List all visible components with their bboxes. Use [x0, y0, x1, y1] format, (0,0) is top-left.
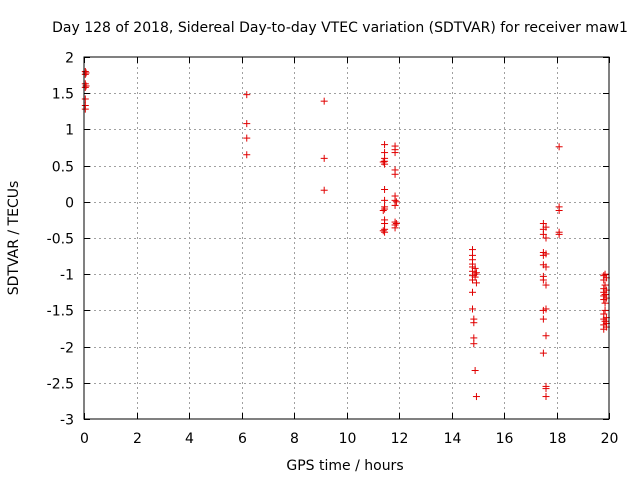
- data-point: [471, 366, 479, 374]
- data-point: [601, 281, 609, 289]
- y-tick-labels: 2 1.5 1 0.5 0 -0.5 -1 -1.5 -2 -2.5 -3: [47, 51, 74, 429]
- plot-frame: [83, 56, 610, 420]
- data-point: [379, 206, 387, 214]
- data-point: [243, 120, 251, 128]
- x-tick-label: 18: [549, 431, 567, 447]
- x-axis-label: GPS time / hours: [286, 458, 403, 474]
- data-point: [542, 385, 550, 393]
- data-point: [379, 158, 387, 166]
- y-tick-label: -2.5: [47, 377, 74, 393]
- data-point: [392, 220, 400, 228]
- data-point: [539, 315, 547, 323]
- data-point: [381, 185, 389, 193]
- data-point: [601, 306, 609, 314]
- data-point: [555, 143, 563, 151]
- data-point: [391, 201, 399, 209]
- x-tick-label: 0: [80, 431, 89, 447]
- y-tick-label: 2: [65, 51, 74, 67]
- x-tick-label: 8: [290, 431, 299, 447]
- x-tick-label: 14: [444, 431, 462, 447]
- data-point: [469, 288, 476, 296]
- data-point: [381, 141, 389, 149]
- data-point: [81, 70, 89, 78]
- y-tick-label: 1: [65, 123, 74, 139]
- data-point: [81, 95, 89, 103]
- data-point: [391, 149, 399, 157]
- data-point: [601, 299, 609, 307]
- x-tick-label: 4: [185, 431, 194, 447]
- data-point: [470, 319, 478, 327]
- data-point: [471, 273, 479, 281]
- x-tick-label: 20: [601, 431, 619, 447]
- data-point: [539, 349, 547, 357]
- chart-title: Day 128 of 2018, Sidereal Day-to-day VTE…: [52, 20, 628, 36]
- data-point: [539, 276, 547, 284]
- data-point: [320, 186, 328, 194]
- x-tick-label: 12: [391, 431, 409, 447]
- data-points: [81, 67, 610, 401]
- y-tick-label: 0.5: [52, 160, 74, 176]
- y-tick-label: -0.5: [47, 232, 74, 248]
- grid-lines: [84, 57, 609, 419]
- data-point: [391, 170, 399, 178]
- data-point: [542, 281, 550, 289]
- data-point: [555, 206, 563, 214]
- data-point: [555, 230, 563, 238]
- data-point: [472, 393, 480, 401]
- data-point: [469, 305, 476, 313]
- data-point: [542, 305, 550, 313]
- data-point: [381, 205, 389, 213]
- data-point: [542, 263, 550, 271]
- data-point: [381, 196, 389, 204]
- y-tick-label: 1.5: [52, 87, 74, 103]
- y-tick-label: -1: [60, 268, 74, 284]
- data-point: [472, 279, 480, 287]
- x-tick-label: 6: [238, 431, 247, 447]
- data-point: [542, 393, 550, 401]
- y-tick-label: -3: [60, 413, 74, 429]
- x-tick-labels: 0 2 4 6 8 10 12 14 16 18 20: [80, 431, 618, 447]
- data-point: [470, 340, 478, 348]
- data-point: [81, 105, 89, 113]
- y-tick-label: 0: [65, 196, 74, 212]
- x-tick-label: 2: [133, 431, 142, 447]
- y-tick-label: -2: [60, 341, 74, 357]
- y-axis-label: SDTVAR / TECUs: [6, 181, 22, 296]
- x-tick-label: 10: [339, 431, 357, 447]
- data-point: [542, 250, 550, 258]
- data-point: [392, 198, 400, 206]
- data-point: [320, 97, 328, 105]
- data-point: [379, 227, 387, 235]
- data-point: [243, 151, 251, 159]
- data-point: [320, 154, 328, 162]
- data-point: [542, 223, 550, 231]
- data-point: [381, 228, 389, 236]
- y-tick-label: -1.5: [47, 304, 74, 320]
- data-point: [601, 290, 609, 298]
- data-point: [81, 83, 89, 91]
- data-point: [601, 270, 609, 278]
- data-point: [243, 91, 251, 99]
- data-point: [391, 224, 399, 232]
- x-tick-label: 16: [496, 431, 514, 447]
- data-point: [539, 230, 547, 238]
- data-point: [243, 134, 251, 142]
- data-point: [542, 234, 550, 242]
- data-point: [472, 269, 480, 277]
- data-point: [542, 332, 550, 340]
